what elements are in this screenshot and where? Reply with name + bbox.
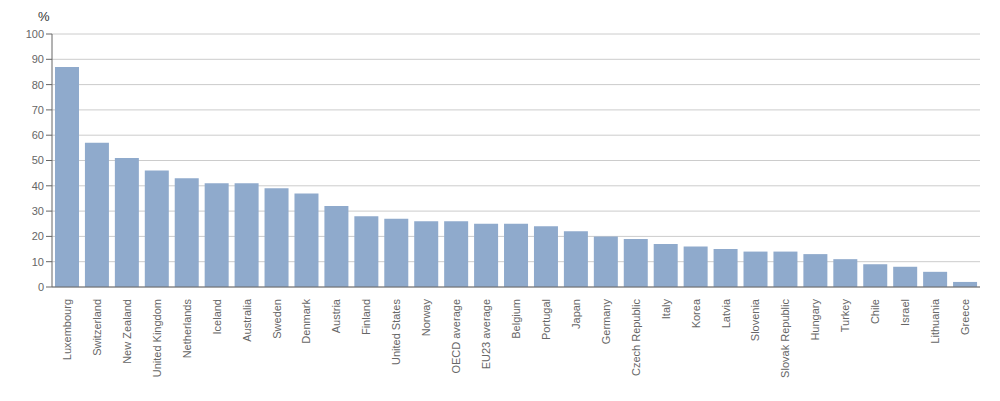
- svg-text:Austria: Austria: [330, 298, 342, 333]
- svg-text:20: 20: [32, 230, 44, 242]
- svg-text:90: 90: [32, 53, 44, 65]
- svg-text:40: 40: [32, 180, 44, 192]
- svg-text:50: 50: [32, 154, 44, 166]
- svg-text:New Zealand: New Zealand: [121, 299, 133, 364]
- svg-text:Korea: Korea: [690, 298, 702, 328]
- svg-text:80: 80: [32, 79, 44, 91]
- svg-text:EU23 average: EU23 average: [480, 299, 492, 369]
- svg-text:Australia: Australia: [241, 298, 253, 342]
- svg-text:United Kingdom: United Kingdom: [151, 299, 163, 377]
- svg-text:10: 10: [32, 256, 44, 268]
- svg-text:Lithuania: Lithuania: [929, 298, 941, 344]
- svg-text:Chile: Chile: [869, 299, 881, 324]
- svg-text:Switzerland: Switzerland: [91, 299, 103, 356]
- svg-text:0: 0: [38, 281, 44, 293]
- svg-text:Israel: Israel: [899, 299, 911, 326]
- svg-text:30: 30: [32, 205, 44, 217]
- svg-text:Norway: Norway: [420, 299, 432, 337]
- svg-text:Denmark: Denmark: [300, 299, 312, 344]
- svg-text:Greece: Greece: [959, 299, 971, 335]
- svg-text:Slovak Republic: Slovak Republic: [779, 299, 791, 378]
- svg-text:Netherlands: Netherlands: [181, 299, 193, 359]
- svg-text:Japan: Japan: [570, 299, 582, 329]
- svg-text:Germany: Germany: [600, 299, 612, 345]
- svg-text:OECD average: OECD average: [450, 299, 462, 374]
- svg-text:Czech Republic: Czech Republic: [630, 299, 642, 377]
- svg-text:Italy: Italy: [660, 299, 672, 320]
- svg-text:Belgium: Belgium: [510, 299, 522, 339]
- svg-text:Sweden: Sweden: [271, 299, 283, 339]
- svg-text:Slovenia: Slovenia: [749, 298, 761, 341]
- svg-text:60: 60: [32, 129, 44, 141]
- svg-text:70: 70: [32, 104, 44, 116]
- svg-text:Iceland: Iceland: [211, 299, 223, 334]
- svg-text:Portugal: Portugal: [540, 299, 552, 340]
- svg-text:Turkey: Turkey: [839, 299, 851, 333]
- svg-text:Latvia: Latvia: [720, 298, 732, 328]
- svg-text:100: 100: [26, 28, 44, 40]
- svg-text:Finland: Finland: [360, 299, 372, 335]
- svg-text:Luxembourg: Luxembourg: [61, 299, 73, 360]
- svg-text:Hungary: Hungary: [809, 299, 821, 341]
- svg-text:United States: United States: [390, 299, 402, 366]
